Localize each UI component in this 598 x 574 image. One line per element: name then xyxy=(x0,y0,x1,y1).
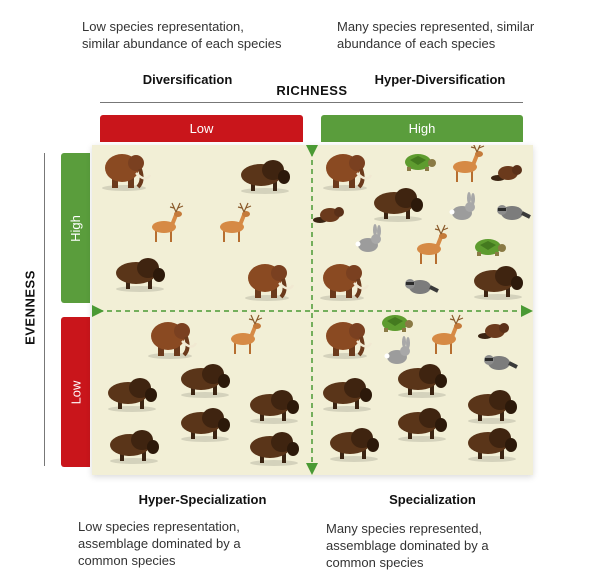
bison-icon xyxy=(398,408,447,442)
bison-icon xyxy=(323,378,372,412)
bison-icon xyxy=(398,364,447,398)
raccoon-icon xyxy=(497,205,531,220)
deer-icon xyxy=(432,314,464,354)
bison-icon xyxy=(468,428,517,462)
deer-icon xyxy=(152,202,184,242)
mammoth-icon xyxy=(320,264,370,301)
bison-icon xyxy=(250,390,299,424)
evenness-axis-line xyxy=(44,153,45,466)
raccoon-icon xyxy=(484,355,518,370)
richness-low-label: Low xyxy=(189,121,214,136)
beaver-icon xyxy=(313,207,344,223)
mammoth-icon xyxy=(323,322,373,359)
description-specialization: Many species represented, assemblage dom… xyxy=(326,521,489,570)
bison-icon xyxy=(330,428,379,462)
evenness-axis-title: EVENNESS xyxy=(22,270,38,345)
description-diversification: Low species representation, similar abun… xyxy=(82,19,282,51)
bison-icon xyxy=(108,378,157,412)
bison-icon xyxy=(468,390,517,424)
evenness-high-label: High xyxy=(68,214,83,242)
rabbit-icon xyxy=(449,192,475,220)
bison-icon xyxy=(116,258,165,292)
raccoon-icon xyxy=(405,279,439,294)
quadrant-title-diversification: Diversification xyxy=(142,72,233,87)
beaver-icon xyxy=(478,323,509,339)
mammoth-icon xyxy=(245,264,295,301)
description-hyper-specialization: Low species representation, assemblage d… xyxy=(78,519,241,568)
bison-icon xyxy=(181,364,230,398)
bison-icon xyxy=(241,160,290,194)
quadrant-title-hyper-specialization: Hyper-Specialization xyxy=(138,492,267,507)
bison-icon xyxy=(110,430,159,464)
quadrant-grid xyxy=(92,145,533,475)
evenness-low-tab: Low xyxy=(61,317,90,467)
richness-high-tab: High xyxy=(321,115,523,142)
bison-icon xyxy=(474,266,523,300)
bison-icon xyxy=(374,188,423,222)
mammoth-icon xyxy=(323,154,373,191)
animals-layer xyxy=(102,145,531,466)
richness-axis-line xyxy=(100,102,523,103)
bison-icon xyxy=(250,432,299,466)
deer-icon xyxy=(417,224,449,264)
grid-svg xyxy=(92,145,533,475)
richness-high-label: High xyxy=(408,121,436,136)
turtle-icon xyxy=(475,239,506,256)
mammoth-icon xyxy=(148,322,198,359)
rabbit-icon xyxy=(355,224,381,252)
evenness-high-tab: High xyxy=(61,153,90,303)
deer-icon xyxy=(231,314,263,354)
deer-icon xyxy=(220,202,252,242)
quadrant-title-hyper-diversification: Hyper-Diversification xyxy=(374,72,506,87)
richness-axis-title: RICHNESS xyxy=(276,83,348,98)
turtle-icon xyxy=(382,315,413,332)
turtle-icon xyxy=(405,154,436,171)
quadrant-title-specialization: Specialization xyxy=(389,492,476,507)
description-hyper-diversification: Many species represented, similar abunda… xyxy=(337,19,535,51)
rabbit-icon xyxy=(384,336,410,364)
mammoth-icon xyxy=(102,154,152,191)
evenness-low-label: Low xyxy=(67,380,83,404)
bison-icon xyxy=(181,408,230,442)
richness-low-tab: Low xyxy=(100,115,303,142)
deer-icon xyxy=(453,145,485,182)
beaver-icon xyxy=(491,165,522,181)
